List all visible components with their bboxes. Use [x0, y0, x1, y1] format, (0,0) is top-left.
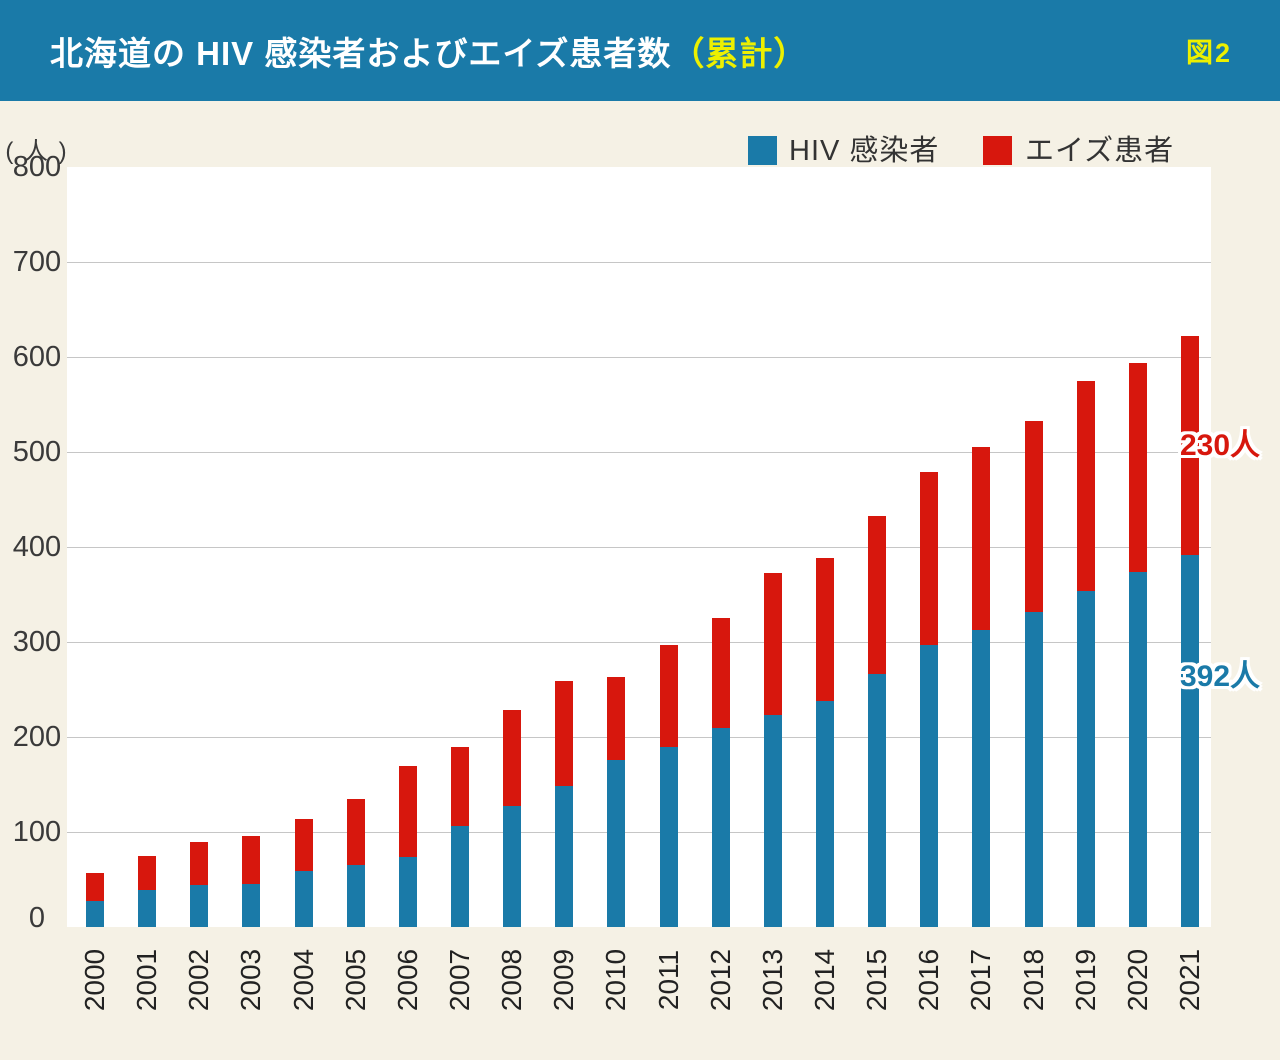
gridline-400	[67, 547, 1211, 548]
x-tick-label-2012: 2012	[704, 948, 736, 1012]
bar-hiv-segment-2004	[294, 870, 313, 927]
page-title-main: 北海道の HIV 感染者およびエイズ患者数	[50, 34, 672, 72]
x-tick-label-2013: 2013	[756, 948, 788, 1012]
bar-hiv-segment-2011	[659, 746, 678, 927]
x-tick-label-2010: 2010	[600, 948, 632, 1012]
bar-aids-segment-2010	[607, 677, 626, 760]
bar-hiv-segment-2020	[1128, 571, 1147, 927]
bar-aids-segment-2002	[190, 842, 209, 886]
header-bar: 北海道の HIV 感染者およびエイズ患者数 （累計） 図2	[0, 0, 1280, 101]
annotation-aids-count: 230人	[1179, 429, 1261, 462]
bar-hiv-segment-2005	[346, 865, 365, 927]
bar-hiv-segment-2000	[86, 901, 104, 927]
y-tick-label-100: 100	[12, 816, 62, 848]
legend-swatch-hiv	[748, 136, 777, 165]
bar-aids-segment-2011	[659, 644, 678, 747]
bar-aids-segment-2016	[920, 471, 939, 645]
x-tick-label-2019: 2019	[1069, 948, 1101, 1012]
gridline-700	[67, 262, 1211, 263]
x-tick-label-2016: 2016	[913, 948, 945, 1012]
gridline-600	[67, 357, 1211, 358]
y-tick-label-200: 200	[12, 721, 62, 753]
bar-aids-segment-2009	[555, 680, 574, 787]
bar-hiv-segment-2012	[711, 727, 730, 927]
bar-aids-segment-2014	[815, 558, 834, 701]
x-tick-label-2007: 2007	[443, 948, 475, 1012]
x-tick-label-2020: 2020	[1121, 948, 1153, 1012]
x-tick-label-2003: 2003	[235, 948, 267, 1012]
x-tick-label-2018: 2018	[1017, 948, 1049, 1012]
gridline-300	[67, 642, 1211, 643]
x-tick-label-2000: 2000	[79, 948, 110, 1012]
x-tick-label-2017: 2017	[965, 948, 997, 1012]
gridline-100	[67, 832, 1211, 833]
y-tick-label-600: 600	[12, 341, 62, 373]
bar-aids-segment-2020	[1128, 362, 1147, 572]
bar-hiv-segment-2009	[555, 786, 574, 927]
bar-aids-segment-2021	[1180, 336, 1199, 555]
y-tick-label-500: 500	[12, 436, 62, 468]
x-tick-label-2021: 2021	[1173, 948, 1205, 1012]
page-title: 北海道の HIV 感染者およびエイズ患者数 （累計）	[50, 0, 807, 101]
x-tick-label-2009: 2009	[548, 948, 580, 1012]
bar-aids-segment-2013	[763, 572, 782, 716]
bar-hiv-segment-2019	[1076, 590, 1095, 927]
legend-label-hiv: HIV 感染者	[789, 135, 940, 167]
bar-aids-segment-2004	[294, 818, 313, 871]
legend-swatch-aids	[983, 136, 1012, 165]
bar-hiv-segment-2016	[920, 644, 939, 927]
plot-area	[67, 167, 1211, 927]
bar-aids-segment-2015	[868, 515, 887, 675]
y-tick-label-700: 700	[12, 246, 62, 278]
bar-hiv-segment-2008	[503, 806, 522, 927]
x-tick-label-2006: 2006	[391, 948, 423, 1012]
bar-hiv-segment-2014	[815, 700, 834, 927]
bar-hiv-segment-2017	[972, 629, 991, 927]
y-tick-label-800: 800	[12, 151, 62, 183]
page-title-accent: （累計）	[671, 34, 808, 72]
bar-aids-segment-2000	[86, 872, 104, 902]
bar-aids-segment-2007	[450, 746, 469, 827]
x-tick-label-2014: 2014	[808, 948, 840, 1012]
y-tick-label-300: 300	[12, 626, 62, 658]
bar-aids-segment-2005	[346, 798, 365, 866]
bar-aids-segment-2018	[1024, 420, 1043, 612]
bar-hiv-segment-2015	[868, 674, 887, 927]
x-tick-label-2001: 2001	[131, 948, 163, 1012]
bar-hiv-segment-2007	[450, 826, 469, 927]
annotation-hiv-count: 392人	[1179, 660, 1261, 693]
legend-label-aids: エイズ患者	[1025, 135, 1175, 167]
bar-hiv-segment-2002	[190, 885, 209, 927]
bar-hiv-segment-2018	[1024, 611, 1043, 927]
bar-hiv-segment-2010	[607, 759, 626, 927]
x-tick-label-2002: 2002	[183, 948, 215, 1012]
y-tick-label-0: 0	[28, 902, 46, 934]
bar-aids-segment-2019	[1076, 380, 1095, 591]
x-tick-label-2011: 2011	[652, 949, 684, 1011]
x-tick-label-2005: 2005	[339, 948, 371, 1012]
x-tick-label-2008: 2008	[496, 948, 528, 1012]
bar-aids-segment-2017	[972, 447, 991, 630]
bar-aids-segment-2008	[503, 710, 522, 807]
bar-aids-segment-2012	[711, 618, 730, 728]
bar-hiv-segment-2001	[138, 889, 157, 927]
bar-aids-segment-2003	[242, 835, 261, 885]
figure-number-label: 図2	[1185, 38, 1232, 68]
x-tick-label-2015: 2015	[861, 948, 893, 1012]
bar-hiv-segment-2006	[398, 856, 417, 927]
y-tick-label-400: 400	[12, 531, 62, 563]
bar-aids-segment-2006	[398, 766, 417, 857]
gridline-500	[67, 452, 1211, 453]
bar-hiv-segment-2003	[242, 884, 261, 927]
bar-aids-segment-2001	[138, 855, 157, 890]
bar-hiv-segment-2013	[763, 715, 782, 927]
x-tick-label-2004: 2004	[287, 948, 319, 1012]
gridline-200	[67, 737, 1211, 738]
bar-hiv-segment-2021	[1180, 554, 1199, 927]
